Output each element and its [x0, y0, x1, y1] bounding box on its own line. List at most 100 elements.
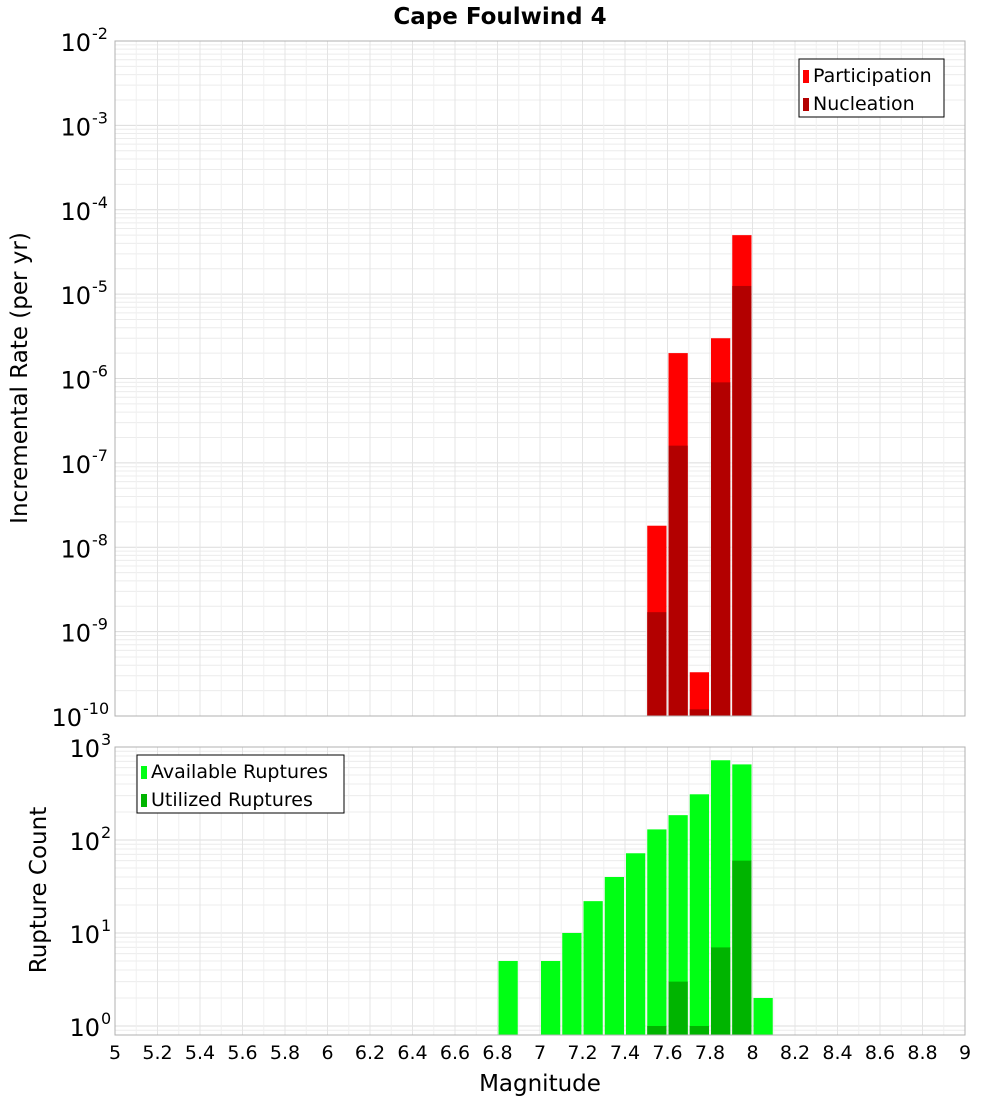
bar-available-ruptures [604, 877, 624, 1035]
svg-text:-8: -8 [92, 530, 108, 549]
y-tick-label: 10 -9 [60, 615, 108, 648]
bar-available-ruptures [583, 901, 603, 1035]
svg-text:10: 10 [60, 282, 91, 310]
bar-available-ruptures [668, 815, 688, 1035]
bar-available-ruptures [626, 853, 646, 1035]
legend-swatch [141, 766, 147, 779]
legend-box [136, 754, 345, 814]
bar-available-ruptures [753, 997, 773, 1035]
legend-swatch [803, 98, 809, 111]
chart-title: Cape Foulwind 4 [393, 4, 606, 30]
legend-entry: Participation [813, 65, 932, 87]
bar-available-ruptures [498, 960, 518, 1035]
bar-nucleation [647, 612, 667, 716]
y-tick-label: 10 -4 [60, 193, 108, 226]
legend-swatch [803, 70, 809, 83]
svg-text:-7: -7 [92, 446, 108, 465]
legend: Participation Nucleation [798, 58, 945, 118]
y-tick-label: 10 3 [69, 730, 111, 763]
x-tick-label: 5.4 [185, 1042, 215, 1064]
x-tick-label: 9 [959, 1042, 971, 1064]
x-tick-label: 7 [534, 1042, 546, 1064]
legend-entry: Utilized Ruptures [151, 789, 313, 811]
plot-frame [114, 40, 966, 717]
top-y-axis-label: Incremental Rate (per yr) [7, 232, 33, 524]
svg-text:-3: -3 [92, 108, 108, 127]
svg-text:10: 10 [60, 451, 91, 479]
svg-text:-4: -4 [92, 193, 108, 212]
y-tick-label: 10 2 [69, 823, 111, 856]
bottom-y-axis-label: Rupture Count [26, 807, 52, 973]
svg-text:-2: -2 [92, 24, 108, 43]
y-tick-label: 10 -3 [60, 108, 108, 141]
x-tick-label: 8.4 [822, 1042, 852, 1064]
y-tick-label: 10 -7 [60, 446, 108, 479]
x-tick-label: 7.2 [567, 1042, 597, 1064]
svg-text:10: 10 [69, 921, 100, 949]
y-tick-label: 10 -5 [60, 277, 108, 310]
y-tick-label: 10 -8 [60, 530, 108, 563]
bar-utilized-ruptures [732, 860, 752, 1035]
svg-text:-5: -5 [92, 277, 108, 296]
svg-text:10: 10 [60, 29, 91, 57]
legend-box [798, 58, 945, 118]
x-tick-label: 5.6 [227, 1042, 257, 1064]
bar-utilized-ruptures [689, 1025, 709, 1035]
x-axis: 5 5.2 5.4 5.6 5.8 6 6.2 6.4 6.6 6.8 7 7.2 7.4 7.6 7.8 8… [109, 1042, 971, 1064]
x-tick-label: 5.8 [270, 1042, 300, 1064]
svg-text:10: 10 [60, 367, 91, 395]
x-tick-label: 8.6 [865, 1042, 895, 1064]
x-tick-label: 5.2 [142, 1042, 172, 1064]
x-tick-label: 7.6 [652, 1042, 682, 1064]
bar-nucleation [732, 285, 752, 716]
top-panel: 10-210-310-410-510-610-710-810-910 -10Par… [51, 24, 966, 732]
bar-available-ruptures [647, 829, 667, 1035]
svg-text:10: 10 [69, 735, 100, 763]
svg-text:10: 10 [60, 198, 91, 226]
svg-text:10: 10 [60, 535, 91, 563]
y-tick-label: 10 0 [69, 1009, 111, 1042]
svg-text:0: 0 [101, 1009, 111, 1028]
y-tick-label: 10 -2 [60, 24, 108, 57]
bar-available-ruptures [562, 932, 582, 1035]
svg-text:-9: -9 [92, 615, 108, 634]
svg-text:-6: -6 [92, 362, 108, 381]
svg-text:10: 10 [60, 113, 91, 141]
x-tick-label: 6 [321, 1042, 333, 1064]
svg-text:2: 2 [101, 823, 111, 842]
y-tick-label: 10 1 [69, 916, 111, 949]
y-tick-label: 10 -10 [51, 699, 109, 732]
x-axis-label: Magnitude [479, 1071, 601, 1097]
bar-utilized-ruptures [647, 1025, 667, 1035]
svg-text:10: 10 [60, 620, 91, 648]
svg-text:10: 10 [51, 704, 82, 732]
legend: Available Ruptures Utilized Ruptures [136, 754, 345, 814]
bar-available-ruptures [541, 960, 561, 1035]
bar-utilized-ruptures [711, 947, 731, 1035]
x-tick-label: 7.4 [610, 1042, 640, 1064]
x-tick-label: 6.4 [397, 1042, 427, 1064]
bar-nucleation [711, 382, 731, 716]
svg-text:1: 1 [101, 916, 111, 935]
x-tick-label: 8.8 [907, 1042, 937, 1064]
x-tick-label: 6.2 [355, 1042, 385, 1064]
bar-nucleation [668, 445, 688, 716]
x-tick-label: 6.8 [482, 1042, 512, 1064]
svg-text:10: 10 [69, 828, 100, 856]
x-tick-label: 6.6 [440, 1042, 470, 1064]
bar-utilized-ruptures [668, 981, 688, 1035]
x-tick-label: 5 [109, 1042, 121, 1064]
x-tick-label: 7.8 [695, 1042, 725, 1064]
x-tick-label: 8 [746, 1042, 758, 1064]
x-tick-label: 8.2 [780, 1042, 810, 1064]
bar-available-ruptures [689, 794, 709, 1035]
plot-frame [114, 746, 966, 1036]
legend-entry: Available Ruptures [151, 761, 328, 783]
svg-text:3: 3 [101, 730, 111, 749]
legend-entry: Nucleation [813, 93, 915, 115]
svg-text:10: 10 [69, 1014, 100, 1042]
svg-text:-10: -10 [83, 699, 109, 718]
bar-nucleation [689, 709, 709, 716]
